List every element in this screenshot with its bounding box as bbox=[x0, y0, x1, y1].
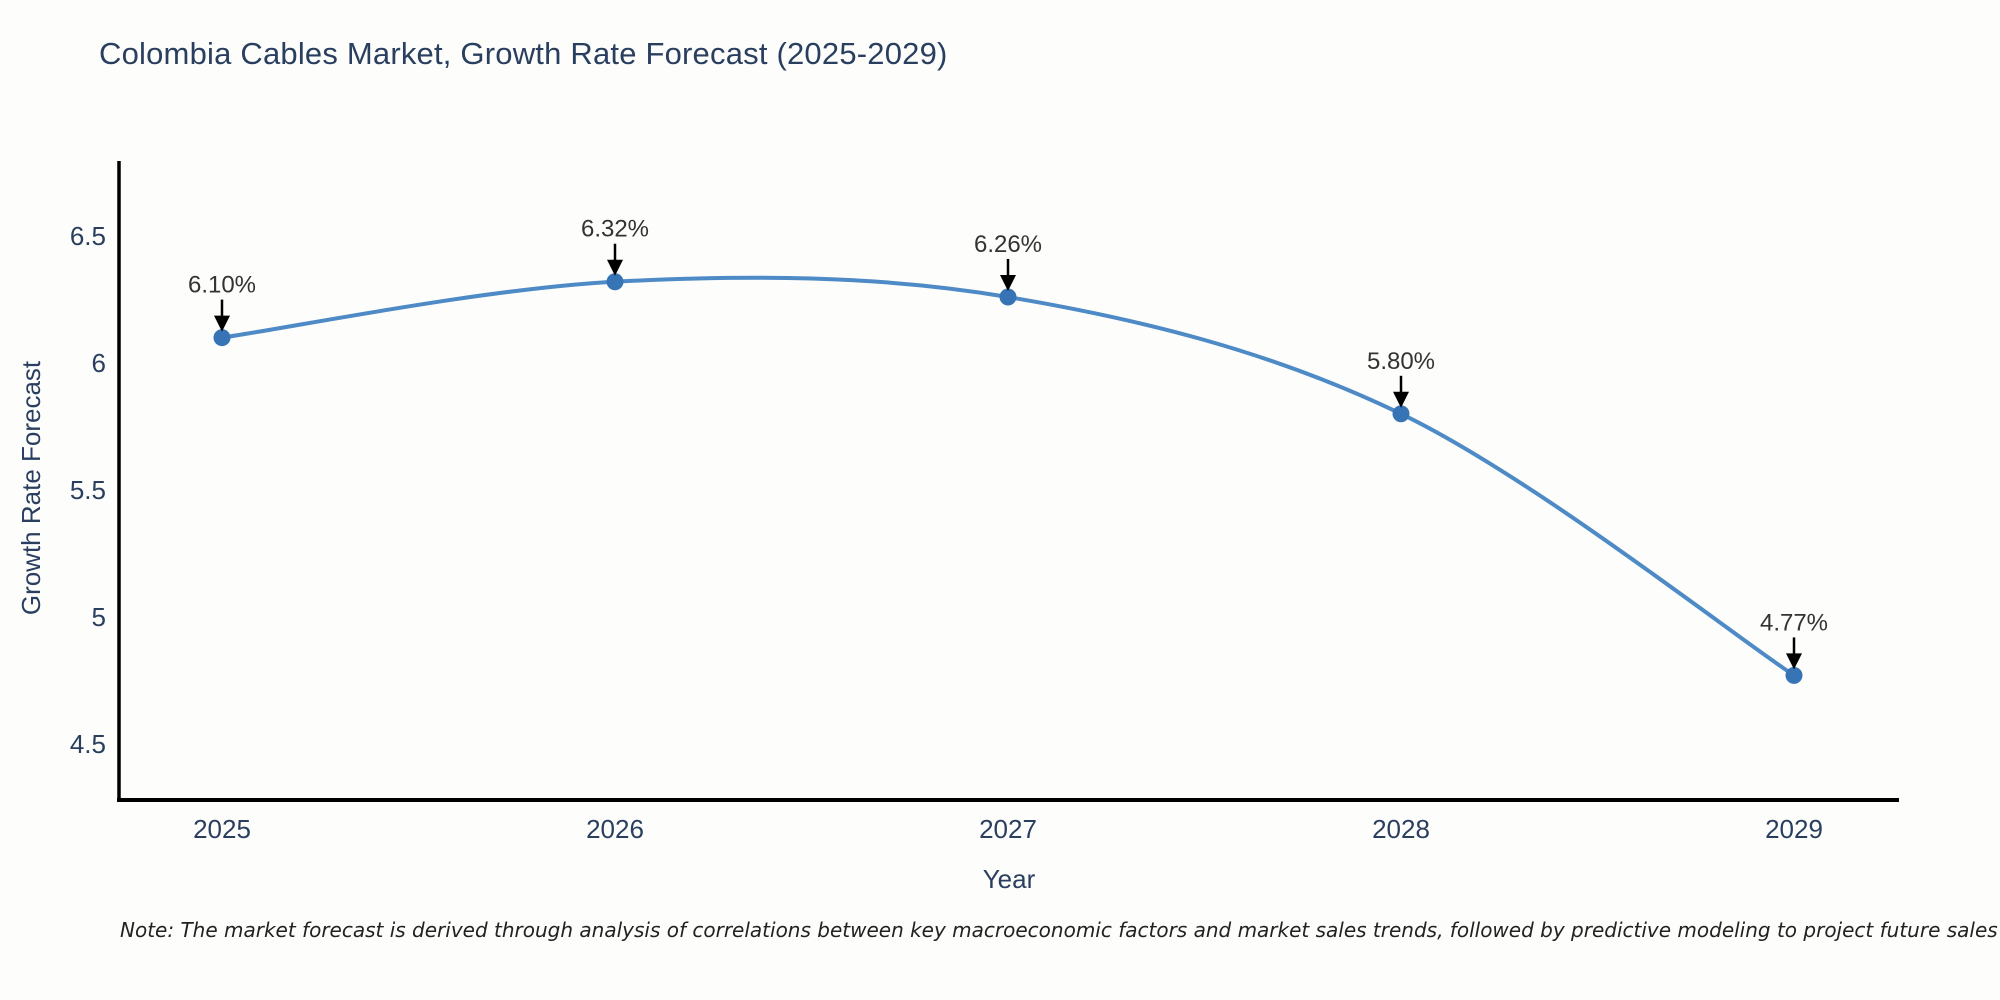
annotation-arrowhead bbox=[1786, 653, 1802, 670]
data-point bbox=[606, 273, 624, 291]
annotation-arrowhead bbox=[1393, 391, 1409, 408]
y-tick-label: 6.5 bbox=[70, 221, 106, 251]
x-axis-title: Year bbox=[982, 864, 1036, 894]
x-tick-label: 2029 bbox=[1765, 814, 1823, 844]
point-value-label: 4.77% bbox=[1760, 609, 1828, 636]
annotation-arrowhead bbox=[607, 259, 623, 276]
data-point bbox=[1392, 405, 1410, 423]
annotation-arrowhead bbox=[214, 315, 230, 332]
point-value-label: 6.26% bbox=[974, 231, 1042, 258]
data-point bbox=[213, 329, 231, 347]
point-value-label: 6.32% bbox=[581, 216, 649, 243]
footnote: Note: The market forecast is derived thr… bbox=[120, 918, 1998, 942]
annotation-arrowhead bbox=[1000, 274, 1016, 291]
y-tick-label: 6 bbox=[92, 348, 106, 378]
y-tick-label: 5 bbox=[92, 602, 106, 632]
point-value-label: 6.10% bbox=[188, 272, 256, 299]
data-point bbox=[1785, 666, 1803, 684]
x-tick-label: 2026 bbox=[586, 814, 644, 844]
x-tick-label: 2025 bbox=[193, 814, 251, 844]
x-tick-label: 2027 bbox=[979, 814, 1037, 844]
x-tick-label: 2028 bbox=[1372, 814, 1430, 844]
forecast-line bbox=[220, 275, 1796, 678]
chart-title: Colombia Cables Market, Growth Rate Fore… bbox=[99, 36, 948, 71]
y-tick-label: 5.5 bbox=[70, 475, 106, 505]
point-value-label: 5.80% bbox=[1367, 348, 1435, 375]
y-tick-label: 4.5 bbox=[70, 729, 106, 759]
data-point bbox=[999, 288, 1017, 306]
